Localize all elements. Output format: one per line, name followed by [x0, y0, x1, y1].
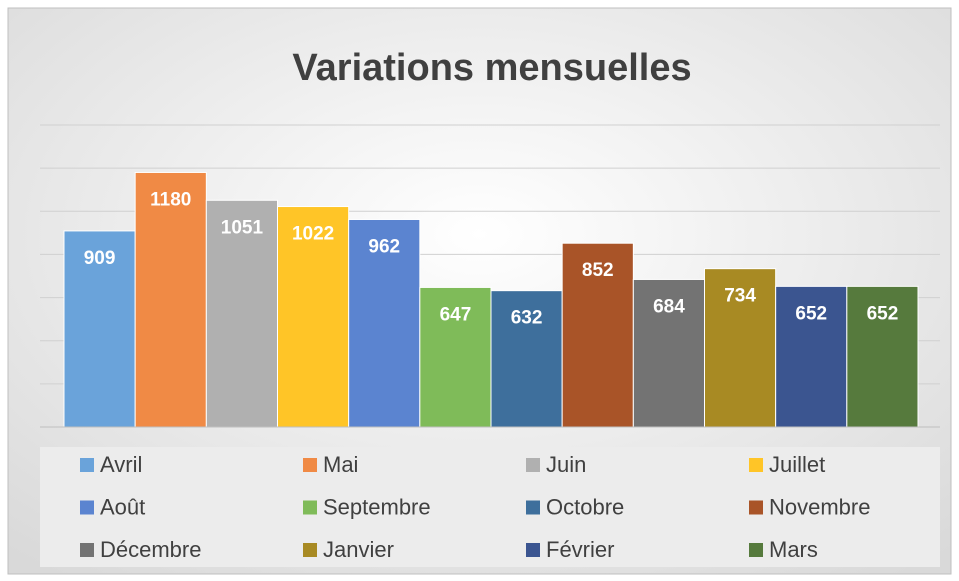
bar: [205, 199, 278, 428]
legend-swatch: [749, 500, 763, 515]
legend-label: Décembre: [100, 537, 201, 562]
legend-label: Septembre: [323, 494, 431, 519]
bar: [632, 278, 705, 428]
legend-swatch: [526, 458, 540, 472]
legend-label: Juin: [546, 452, 586, 477]
bar: [490, 290, 563, 428]
data-label: 909: [84, 248, 116, 269]
legend-label: Mars: [769, 537, 818, 562]
legend-swatch: [303, 500, 317, 515]
legend-swatch: [749, 458, 763, 472]
data-label: 647: [440, 304, 472, 325]
bar: [775, 285, 848, 428]
data-label: 632: [511, 308, 543, 329]
legend-label: Janvier: [323, 537, 394, 562]
legend-swatch: [526, 543, 540, 557]
bar: [704, 268, 777, 428]
data-label: 684: [653, 296, 685, 317]
data-label: 734: [724, 286, 756, 307]
legend-label: Avril: [100, 452, 142, 477]
legend-swatch: [303, 543, 317, 557]
bar: [348, 218, 421, 428]
legend-box: [40, 447, 940, 567]
bar: [419, 286, 492, 428]
data-label: 852: [582, 260, 614, 281]
data-label: 652: [795, 303, 827, 324]
data-label: 652: [867, 303, 899, 324]
legend-swatch: [80, 543, 94, 557]
data-label: 962: [368, 236, 400, 257]
chart-title: Variations mensuelles: [292, 47, 691, 89]
legend-label: Octobre: [546, 494, 624, 519]
bar: [134, 171, 207, 428]
legend-swatch: [80, 500, 94, 515]
bar: [63, 230, 136, 428]
data-label: 1051: [221, 217, 264, 238]
legend-swatch: [749, 543, 763, 557]
legend-label: Mai: [323, 452, 358, 477]
legend-label: Août: [100, 494, 145, 519]
legend-label: Novembre: [769, 494, 870, 519]
data-label: 1022: [292, 224, 334, 245]
bar: [277, 206, 350, 428]
legend-label: Février: [546, 537, 614, 562]
legend-swatch: [303, 458, 317, 472]
data-label: 1180: [150, 189, 191, 210]
bar: [846, 285, 919, 428]
legend-label: Juillet: [769, 452, 825, 477]
legend-swatch: [526, 500, 540, 515]
legend-swatch: [80, 458, 94, 472]
